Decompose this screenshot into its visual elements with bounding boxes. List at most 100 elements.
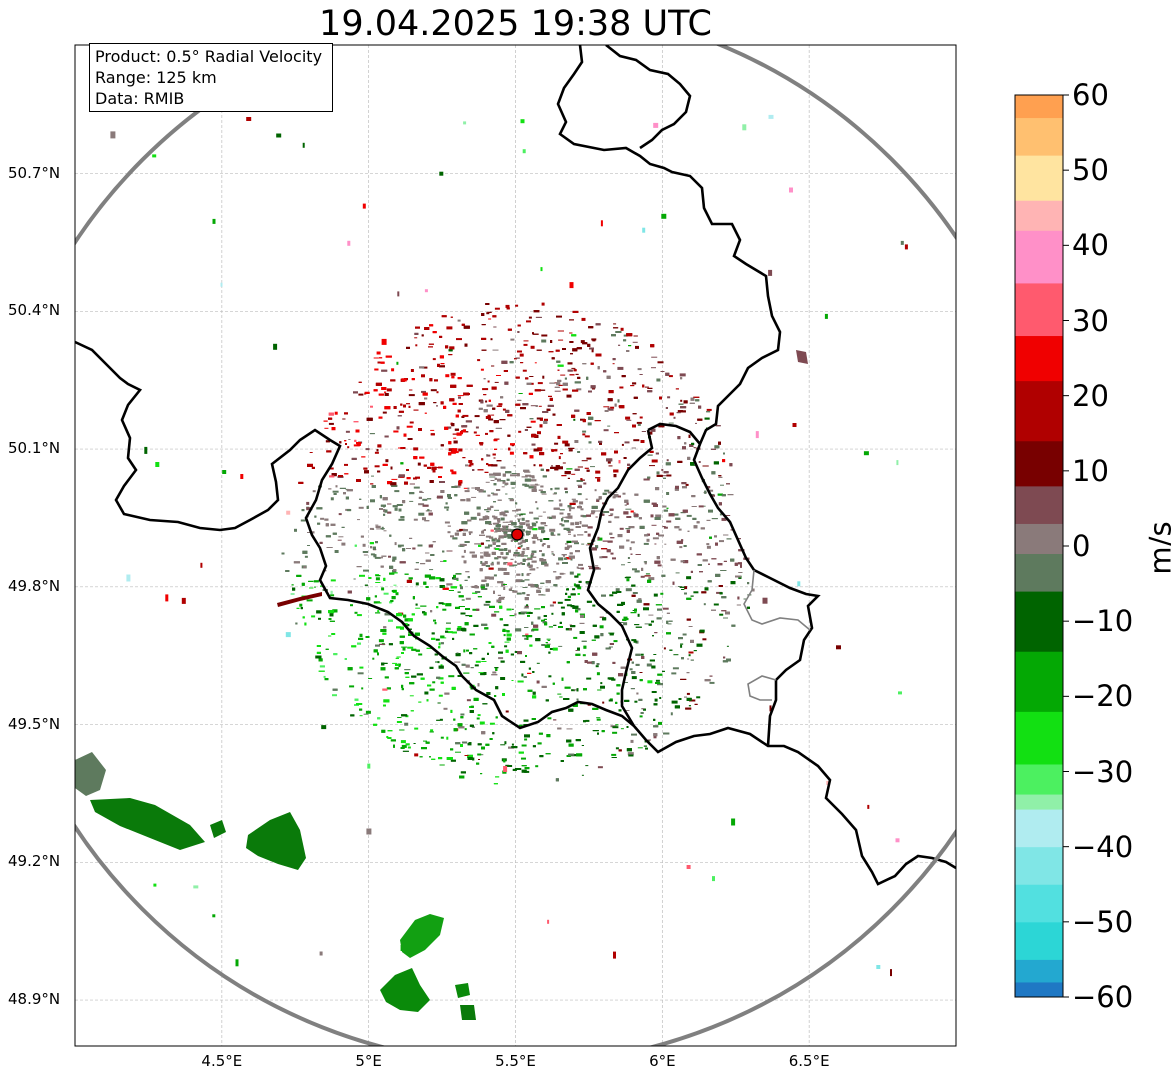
velocity-gate bbox=[383, 509, 386, 513]
velocity-echoes bbox=[75, 114, 908, 1020]
velocity-gate bbox=[557, 693, 562, 695]
velocity-gate bbox=[423, 464, 427, 467]
velocity-gate bbox=[648, 623, 652, 626]
velocity-gate bbox=[532, 695, 537, 699]
velocity-gate bbox=[481, 562, 486, 566]
velocity-gate bbox=[463, 649, 466, 653]
velocity-gate bbox=[704, 490, 707, 494]
velocity-gate bbox=[582, 363, 587, 365]
velocity-gate bbox=[414, 332, 419, 335]
velocity-gate bbox=[437, 363, 440, 367]
velocity-gate bbox=[730, 558, 735, 562]
velocity-gate bbox=[555, 778, 559, 782]
velocity-gate bbox=[550, 532, 554, 536]
velocity-gate bbox=[655, 679, 660, 682]
velocity-gate bbox=[461, 599, 465, 601]
velocity-gate bbox=[396, 721, 402, 723]
velocity-gate bbox=[566, 540, 572, 543]
velocity-gate bbox=[696, 553, 702, 556]
velocity-gate bbox=[579, 521, 582, 525]
velocity-gate bbox=[425, 741, 430, 744]
velocity-gate bbox=[316, 651, 321, 654]
velocity-gate bbox=[413, 456, 418, 460]
velocity-gate bbox=[375, 525, 381, 528]
velocity-gate bbox=[518, 724, 523, 727]
velocity-gate bbox=[489, 430, 494, 433]
velocity-gate bbox=[569, 552, 573, 555]
velocity-gate bbox=[505, 552, 509, 556]
velocity-gate bbox=[718, 502, 722, 506]
velocity-gate bbox=[644, 386, 649, 388]
velocity-gate bbox=[541, 522, 546, 525]
velocity-gate bbox=[658, 534, 664, 537]
velocity-gate bbox=[503, 533, 507, 537]
velocity-gate bbox=[354, 698, 359, 701]
velocity-gate bbox=[626, 539, 630, 542]
velocity-gate bbox=[564, 598, 571, 601]
velocity-gate bbox=[631, 733, 637, 736]
velocity-gate bbox=[682, 633, 687, 636]
velocity-gate bbox=[631, 639, 637, 642]
velocity-gate bbox=[469, 652, 473, 655]
velocity-gate bbox=[483, 672, 487, 675]
velocity-gate bbox=[448, 448, 454, 452]
velocity-gate bbox=[521, 563, 525, 565]
velocity-gate bbox=[527, 689, 533, 692]
velocity-gate bbox=[612, 731, 618, 734]
velocity-gate bbox=[479, 534, 485, 536]
velocity-gate bbox=[525, 606, 529, 607]
velocity-gate bbox=[589, 347, 594, 350]
velocity-gate bbox=[529, 455, 534, 459]
velocity-gate bbox=[575, 650, 578, 651]
velocity-gate bbox=[422, 392, 428, 396]
velocity-gate bbox=[536, 507, 539, 510]
velocity-gate bbox=[365, 710, 371, 714]
velocity-gate bbox=[486, 692, 491, 695]
velocity-gate bbox=[527, 614, 530, 617]
velocity-gate bbox=[539, 389, 546, 391]
velocity-gate bbox=[425, 559, 431, 562]
velocity-gate bbox=[610, 537, 615, 539]
velocity-gate bbox=[704, 587, 709, 591]
velocity-gate bbox=[409, 483, 415, 485]
velocity-gate bbox=[581, 774, 584, 776]
velocity-gate bbox=[582, 654, 586, 657]
velocity-gate bbox=[615, 724, 619, 726]
velocity-gate bbox=[370, 405, 373, 408]
velocity-gate bbox=[608, 699, 613, 702]
velocity-gate bbox=[319, 541, 323, 544]
velocity-gate bbox=[306, 599, 313, 602]
velocity-gate bbox=[491, 365, 495, 367]
velocity-gate bbox=[524, 734, 530, 738]
velocity-gate bbox=[586, 677, 592, 680]
velocity-gate bbox=[521, 673, 524, 677]
velocity-gate bbox=[597, 732, 599, 735]
velocity-gate bbox=[708, 563, 710, 565]
velocity-gate bbox=[483, 603, 490, 606]
velocity-gate bbox=[658, 425, 665, 428]
velocity-gate bbox=[515, 768, 522, 770]
velocity-gate bbox=[620, 728, 624, 730]
velocity-gate bbox=[573, 583, 576, 587]
velocity-gate bbox=[499, 605, 503, 609]
velocity-gate bbox=[384, 393, 389, 396]
velocity-gate bbox=[344, 658, 347, 660]
velocity-gate bbox=[401, 714, 408, 717]
velocity-gate bbox=[493, 483, 497, 486]
velocity-gate bbox=[525, 539, 528, 542]
velocity-gate bbox=[430, 433, 435, 436]
velocity-gate bbox=[523, 343, 528, 346]
velocity-gate bbox=[608, 520, 612, 523]
velocity-gate bbox=[632, 424, 636, 428]
velocity-gate bbox=[541, 493, 547, 495]
velocity-gate bbox=[429, 569, 434, 571]
velocity-gate bbox=[415, 603, 418, 606]
velocity-gate bbox=[473, 648, 478, 650]
velocity-gate bbox=[542, 475, 547, 478]
velocity-gate bbox=[643, 542, 649, 545]
velocity-gate bbox=[467, 393, 470, 395]
velocity-gate bbox=[414, 753, 419, 757]
velocity-gate bbox=[704, 679, 711, 682]
velocity-gate bbox=[472, 469, 475, 471]
velocity-gate bbox=[683, 560, 689, 564]
